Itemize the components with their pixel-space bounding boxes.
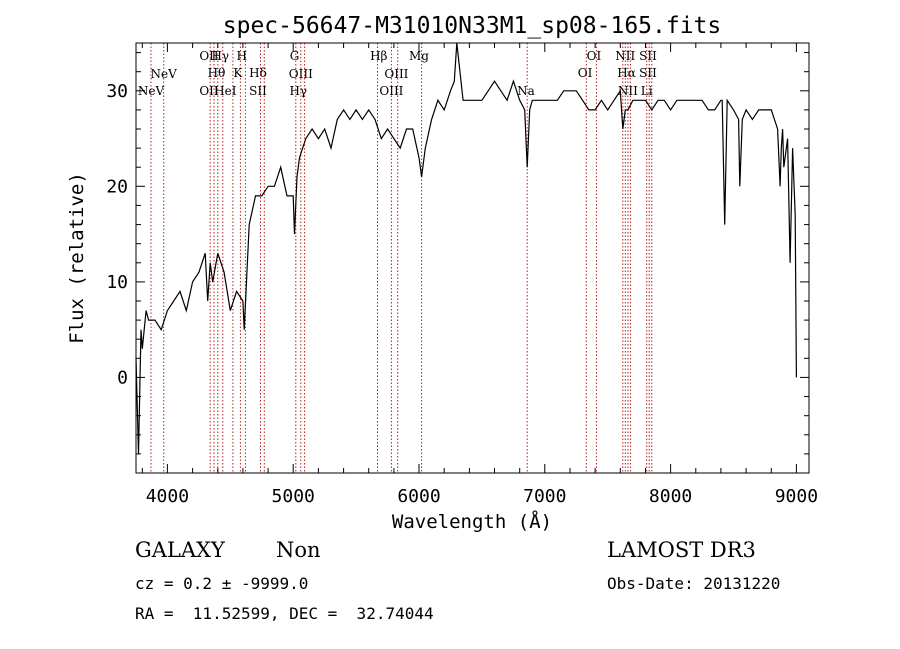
emission-label-3: OII [199, 84, 219, 98]
emission-label-10: SII [249, 84, 267, 98]
emission-label-15: OIII [384, 67, 408, 81]
emission-label-22: Hα [617, 66, 636, 80]
emission-label-18: Na [517, 84, 535, 98]
emission-label-20: OI [578, 66, 593, 80]
emission-label-23: NII [618, 84, 638, 98]
x-tick-label: 7000 [523, 486, 566, 507]
emission-label-9: Hδ [249, 66, 267, 80]
line-markers [150, 43, 653, 473]
y-tick-label: 30 [106, 81, 128, 102]
x-tick-label: 6000 [397, 486, 440, 507]
x-tick-label: 4000 [146, 486, 189, 507]
emission-label-12: OIII [289, 67, 313, 81]
emission-label-0: NeV [138, 84, 165, 98]
plot-frame [135, 42, 810, 474]
emission-label-1: NeV [151, 67, 178, 81]
observation-date: Obs-Date: 20131220 [607, 574, 781, 593]
emission-label-4: Hγ [211, 49, 229, 63]
redshift-readout: cz = 0.2 ± -9999.0 [135, 574, 309, 593]
emission-label-13: Hγ [289, 84, 307, 98]
object-class: GALAXY [135, 538, 225, 562]
emission-label-6: HeI [214, 84, 237, 98]
emission-label-24: SII [639, 49, 657, 63]
emission-label-19: OI [587, 49, 602, 63]
emission-label-16: OIII [379, 84, 403, 98]
x-tick-label: 9000 [775, 486, 818, 507]
y-axis: 0 10 20 30 [106, 52, 809, 474]
chart-title: spec-56647-M31010N33M1_sp08-165.fits [223, 13, 722, 39]
x-axis: 4000 5000 6000 7000 8000 9000 [141, 43, 818, 507]
emission-label-25: SII [639, 66, 657, 80]
emission-label-2: OII [199, 49, 219, 63]
y-tick-label: 0 [117, 367, 128, 388]
flux-series-line [135, 42, 797, 454]
emission-label-11: G [290, 49, 300, 63]
emission-label-21: NII [615, 49, 635, 63]
x-axis-label: Wavelength (Å) [392, 510, 552, 533]
emission-label-14: Hβ [370, 49, 387, 63]
x-tick-label: 8000 [649, 486, 692, 507]
object-subclass: Non [276, 538, 321, 562]
y-tick-label: 20 [106, 176, 128, 197]
y-axis-label: Flux (relative) [66, 172, 88, 344]
x-tick-label: 5000 [272, 486, 315, 507]
emission-label-8: K [233, 66, 243, 80]
emission-label-7: H [236, 49, 246, 63]
coordinates-readout: RA = 11.52599, DEC = 32.74044 [135, 604, 434, 623]
survey-name: LAMOST DR3 [607, 538, 756, 562]
emission-label-5: Hθ [208, 66, 226, 80]
emission-label-17: Mg [409, 49, 429, 63]
emission-label-26: Li [641, 84, 653, 98]
y-tick-label: 10 [106, 272, 128, 293]
